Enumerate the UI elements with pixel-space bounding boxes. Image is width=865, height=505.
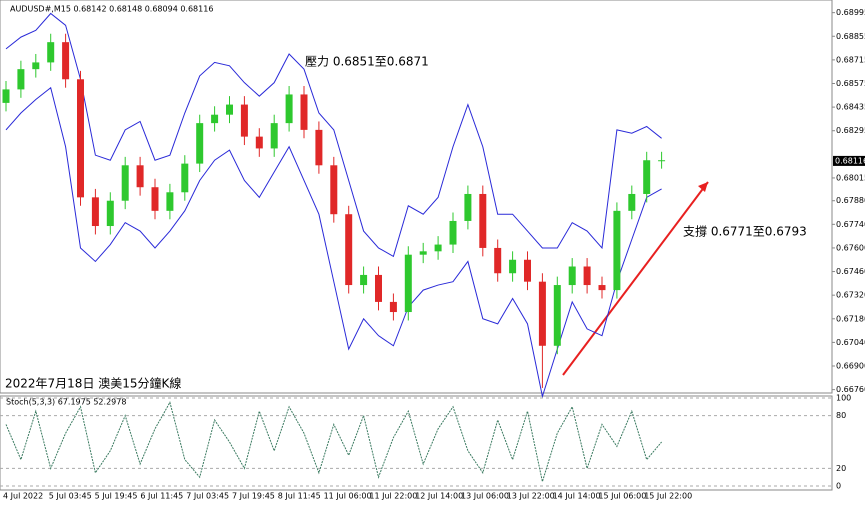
trend-arrow xyxy=(698,182,708,192)
candle-body xyxy=(106,200,114,227)
stoch-frame xyxy=(0,395,833,491)
current-price-box xyxy=(833,155,865,166)
candle-body xyxy=(2,89,10,103)
x-tick-label: 15 Jul 22:00 xyxy=(644,492,692,501)
x-tick-label: 8 Jul 11:45 xyxy=(278,492,321,501)
main-frame xyxy=(0,0,833,394)
x-tick-label: 12 Jul 14:00 xyxy=(415,492,463,501)
current-price-label: 0.68116 xyxy=(835,156,865,165)
stoch-tick-label: 80 xyxy=(836,411,846,420)
stoch-tick-label: 20 xyxy=(836,464,846,473)
trend-line xyxy=(562,181,709,376)
candle-body xyxy=(151,187,159,211)
candle-body xyxy=(509,259,517,274)
candle-body xyxy=(17,69,25,90)
candle-body xyxy=(240,104,248,137)
candle-body xyxy=(628,193,636,211)
candle-body xyxy=(345,214,353,286)
stoch-tick-label: 0 xyxy=(836,482,841,491)
x-tick-label: 6 Jul 11:45 xyxy=(140,492,183,501)
y-tick-label: 0.68295 xyxy=(836,126,865,135)
annotation: 支撐 0.6771至0.6793 xyxy=(683,225,807,239)
y-tick-label: 0.68995 xyxy=(836,8,865,17)
candle-body xyxy=(658,160,666,162)
y-tick-label: 0.68855 xyxy=(836,32,865,41)
x-tick-label: 5 Jul 03:45 xyxy=(49,492,92,501)
x-tick-label: 5 Jul 19:45 xyxy=(95,492,138,501)
candle-body xyxy=(255,136,263,149)
x-tick-label: 7 Jul 03:45 xyxy=(186,492,229,501)
band-lower xyxy=(5,86,662,399)
annotation: 2022年7月18日 澳美15分鐘K線 xyxy=(5,376,181,391)
y-tick-label: 0.68575 xyxy=(836,79,865,88)
candle-body xyxy=(47,42,55,63)
stoch-label: Stoch(5,3,3) 67.1975 52.2978 xyxy=(6,398,126,407)
candle-body xyxy=(494,247,502,274)
x-tick-label: 14 Jul 14:00 xyxy=(553,492,601,501)
x-tick-label: 7 Jul 19:45 xyxy=(232,492,275,501)
stoch-line xyxy=(5,401,662,484)
x-tick-label: 4 Jul 2022 xyxy=(3,492,43,501)
candle-body xyxy=(524,259,531,282)
candle-body xyxy=(479,193,487,248)
candle-body xyxy=(375,274,382,302)
annotation: 壓力 0.6851至0.6871 xyxy=(305,55,429,69)
candle-body xyxy=(568,266,576,286)
candle-body xyxy=(121,165,129,201)
candle-body xyxy=(300,94,308,130)
candle-body xyxy=(598,285,606,291)
y-tick-label: 0.68435 xyxy=(836,103,865,112)
candle-body xyxy=(315,129,323,166)
candle-body xyxy=(77,79,84,198)
candle-body xyxy=(270,123,278,149)
candle-body xyxy=(285,94,293,124)
candle-body xyxy=(32,62,40,70)
candle-body xyxy=(91,197,99,227)
y-tick-label: 0.68015 xyxy=(836,173,865,182)
candle-body xyxy=(419,251,427,255)
candle-body xyxy=(464,193,472,221)
candle-body xyxy=(449,220,457,245)
candle-body xyxy=(136,165,144,188)
candle-body xyxy=(389,301,397,313)
candle-body xyxy=(643,160,651,194)
candle-body xyxy=(196,123,204,164)
x-tick-label: 13 Jul 22:00 xyxy=(507,492,555,501)
candle-body xyxy=(166,192,174,211)
x-tick-label: 13 Jul 06:00 xyxy=(461,492,509,501)
candle-body xyxy=(360,274,368,286)
stoch-tick-label: 100 xyxy=(836,394,851,403)
candle-body xyxy=(404,254,412,313)
band-upper xyxy=(5,12,662,258)
candle-body xyxy=(330,165,338,215)
y-tick-label: 0.68715 xyxy=(836,55,865,64)
candle-body xyxy=(181,163,189,193)
x-tick-label: 11 Jul 22:00 xyxy=(369,492,417,501)
candle-body xyxy=(211,114,219,124)
candle-body xyxy=(538,281,546,346)
candle-body xyxy=(62,42,70,80)
candle-body xyxy=(553,285,561,346)
header: AUDUSD#,M15 0.68142 0.68148 0.68094 0.68… xyxy=(10,5,213,14)
candle-body xyxy=(226,104,233,115)
candle-body xyxy=(434,244,442,252)
candle-body xyxy=(613,210,621,291)
candle-body xyxy=(583,266,591,286)
x-tick-label: 15 Jul 06:00 xyxy=(598,492,646,501)
x-tick-label: 11 Jul 06:00 xyxy=(324,492,372,501)
